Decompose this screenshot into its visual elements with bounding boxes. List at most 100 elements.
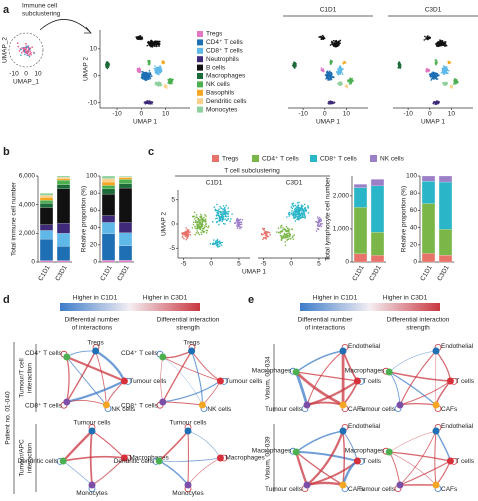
cell-point [225, 204, 228, 207]
cell-point [321, 222, 323, 225]
cell-node [353, 377, 361, 385]
interaction-edge [399, 460, 451, 486]
cell-point [295, 65, 297, 68]
bar-segment [56, 175, 71, 178]
cell-point [165, 84, 168, 87]
cell-point [136, 36, 139, 38]
interaction-edge [91, 430, 125, 459]
cell-point [153, 67, 156, 70]
cell-point [292, 238, 294, 240]
cell-point [444, 69, 446, 71]
cell-point [328, 102, 330, 105]
interaction-edge [434, 430, 437, 486]
legend-swatch [310, 155, 317, 162]
cell-point [302, 214, 304, 217]
cell-point [143, 75, 145, 78]
cell-point [218, 219, 221, 221]
cell-point [434, 73, 437, 75]
x-tick-label: C3D1 [116, 264, 131, 282]
bar-segment [39, 238, 54, 261]
cell-point [287, 230, 290, 233]
cell-point [222, 222, 225, 225]
interaction-edge [63, 460, 93, 486]
cell-point [423, 39, 426, 41]
x-tick-label: 5 [317, 261, 321, 268]
x-tick-label: -5 [181, 261, 187, 268]
cell-point [218, 245, 221, 248]
cell-node [385, 368, 393, 376]
cell-point [282, 227, 284, 229]
cell-point [293, 64, 296, 67]
bar-segment [56, 233, 71, 247]
bar-segment [101, 260, 116, 263]
y-tick-label: 0 [93, 72, 97, 79]
y-tick-label: 80 [410, 190, 418, 197]
interaction-edge [399, 380, 451, 406]
cell-point [214, 242, 217, 245]
bar-segment [118, 177, 133, 180]
cell-point [345, 84, 348, 87]
cell-point [327, 77, 330, 79]
interaction-edge [388, 451, 401, 486]
cell-point [442, 43, 445, 46]
cell-point [319, 223, 322, 226]
cell-point [303, 214, 306, 216]
cell-point [282, 228, 285, 231]
cell-point [216, 240, 218, 242]
interaction-edge [162, 350, 192, 359]
cell-node [63, 353, 71, 361]
y-axis-label: Relative proportion (%) [81, 186, 88, 252]
cell-point [20, 48, 22, 51]
node-label: Tumour cells [129, 378, 167, 385]
cell-point [333, 42, 336, 44]
cell-point [321, 37, 324, 40]
cell-point [240, 223, 243, 226]
bar-segment [39, 200, 54, 204]
cell-node [184, 481, 192, 489]
cell-point [350, 82, 352, 85]
cell-point [205, 232, 208, 234]
cell-point [265, 234, 268, 237]
bar-segment [39, 197, 54, 201]
cell-point [22, 50, 25, 52]
cell-point [280, 224, 283, 227]
cell-point [322, 70, 324, 72]
cell-point [443, 82, 446, 84]
cell-point [149, 77, 152, 80]
cell-point [222, 212, 225, 215]
column-header: strength [176, 325, 200, 332]
cell-point [27, 48, 30, 51]
node-label: CAFs [348, 406, 365, 413]
cell-node [446, 457, 454, 465]
cell-point [284, 234, 287, 236]
cell-point [234, 222, 237, 224]
cell-point [337, 68, 339, 70]
scale-bar [300, 303, 440, 311]
cell-point [150, 44, 153, 47]
cell-node [353, 457, 361, 465]
cell-point [181, 236, 184, 238]
y-tick-label: -5 [169, 245, 175, 252]
cell-point [444, 42, 447, 45]
cell-point [340, 80, 342, 83]
cell-point [327, 71, 329, 74]
cell-point [145, 101, 148, 103]
cell-point [263, 229, 266, 232]
interaction-edge [306, 430, 345, 486]
y-axis-label: UMAP 2 [161, 212, 168, 236]
x-tick-label: C3D1 [368, 264, 383, 282]
cell-point [432, 71, 434, 73]
cell-point [442, 81, 444, 84]
interaction-edge [435, 430, 452, 462]
cell-point [29, 47, 32, 50]
cell-point [425, 37, 427, 39]
cell-point [219, 205, 221, 208]
cell-point [436, 42, 438, 45]
cell-point [297, 208, 299, 211]
bar-segment [421, 175, 436, 182]
interaction-edge [295, 350, 344, 373]
node-label: Tumour cells [358, 486, 396, 493]
bar-segment [353, 187, 368, 208]
cell-point [442, 73, 445, 75]
